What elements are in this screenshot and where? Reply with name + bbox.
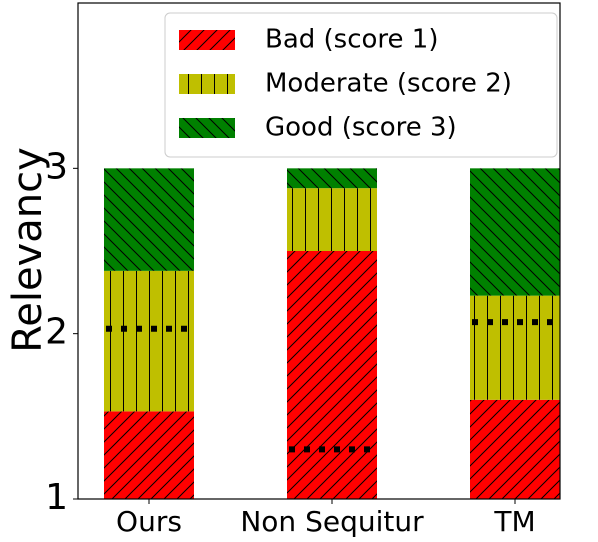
bar-segment	[104, 411, 194, 499]
x-tick-label: Non Sequitur	[240, 505, 424, 538]
legend-swatch	[179, 118, 235, 138]
y-tick-label: 2	[45, 312, 68, 353]
bar-segment	[287, 251, 377, 499]
bar-segment	[104, 270, 194, 412]
bar-segment	[470, 399, 560, 499]
legend-label: Good (score 3)	[265, 113, 457, 143]
bar-segment	[104, 168, 194, 271]
legend-swatch	[179, 74, 235, 94]
bar-segment	[470, 168, 560, 296]
legend-label: Moderate (score 2)	[265, 69, 512, 99]
legend-box	[164, 12, 558, 158]
x-tick-label: Ours	[116, 505, 182, 538]
bar-segment	[470, 295, 560, 400]
bar-segment	[287, 188, 377, 251]
axes-frame	[77, 2, 561, 500]
legend-label: Bad (score 1)	[265, 25, 439, 55]
y-tick-label: 3	[45, 146, 68, 187]
y-axis-label: Relevancy	[5, 147, 51, 353]
x-tick-label: TM	[493, 505, 535, 538]
y-tick-label: 1	[45, 477, 68, 518]
legend-swatch	[179, 30, 235, 50]
bar-segment	[287, 168, 377, 189]
